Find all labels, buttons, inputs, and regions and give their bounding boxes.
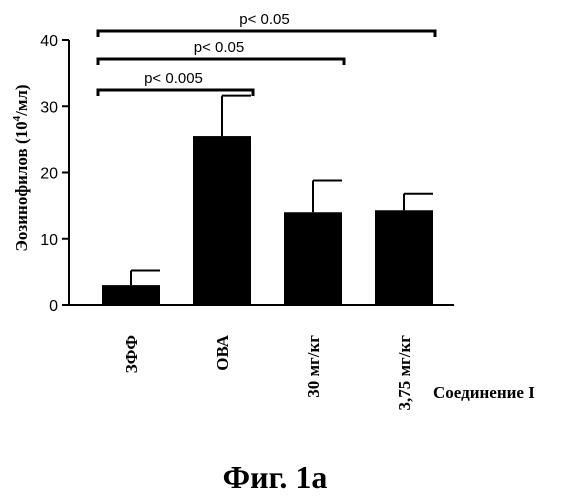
figure-caption: Фиг. 1а bbox=[223, 459, 328, 495]
y-axis-ticks: 0 10 20 30 40 bbox=[40, 33, 69, 315]
y-tick-label: 30 bbox=[40, 99, 58, 116]
bar bbox=[193, 136, 251, 305]
x-tick-label: 3,75 мг/кг bbox=[395, 335, 414, 411]
x-axis-ticks: ЗФФ ОВА 30 мг/кг 3,75 мг/кг bbox=[122, 334, 414, 410]
significance-label: p< 0.005 bbox=[144, 70, 203, 87]
y-tick-label: 20 bbox=[40, 166, 58, 183]
bar bbox=[375, 210, 433, 305]
y-tick-label: 40 bbox=[40, 33, 58, 50]
x-tick-label: ЗФФ bbox=[122, 335, 141, 373]
bar bbox=[102, 285, 160, 305]
significance-label: p< 0.05 bbox=[194, 39, 244, 56]
significance-bracket bbox=[98, 31, 435, 37]
y-tick-label: 10 bbox=[40, 232, 58, 249]
y-tick-label: 0 bbox=[49, 298, 58, 315]
bar bbox=[284, 212, 342, 305]
x-axis-label: Соединение I bbox=[433, 383, 535, 402]
x-tick-label: ОВА bbox=[213, 334, 232, 370]
y-axis-label: Эозинофилов (104/мл) bbox=[11, 84, 31, 251]
significance-label: p< 0.05 bbox=[239, 11, 289, 28]
x-tick-label: 30 мг/кг bbox=[304, 335, 323, 398]
significance-brackets: p< 0.005 p< 0.05 p< 0.05 bbox=[98, 11, 435, 96]
bars bbox=[102, 136, 433, 305]
significance-bracket bbox=[98, 59, 344, 65]
